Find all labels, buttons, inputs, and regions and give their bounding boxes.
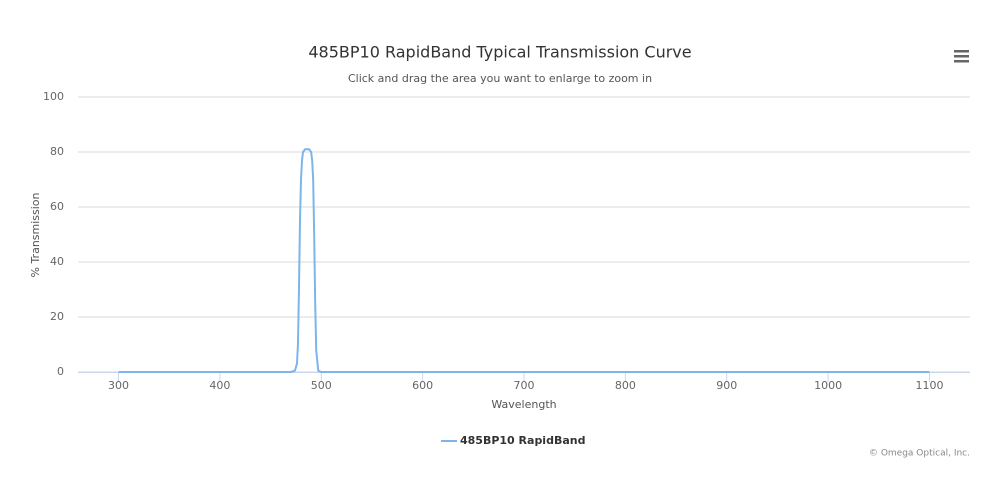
y-tick-label: 40	[50, 255, 64, 268]
legend-label: 485BP10 RapidBand	[460, 434, 585, 447]
x-tick-label: 900	[716, 379, 737, 392]
x-axis-label: Wavelength	[491, 398, 556, 411]
x-tick-label: 1100	[915, 379, 943, 392]
legend-item[interactable]: 485BP10 RapidBand	[441, 434, 585, 447]
y-tick-label: 100	[43, 90, 64, 103]
x-tick-label: 600	[412, 379, 433, 392]
menu-bar	[954, 55, 969, 58]
chart-subtitle: Click and drag the area you want to enla…	[348, 72, 652, 85]
credits: © Omega Optical, Inc.	[869, 449, 970, 459]
series-line	[118, 148, 930, 373]
chart-title: 485BP10 RapidBand Typical Transmission C…	[308, 43, 691, 62]
x-tick-label: 700	[514, 379, 535, 392]
x-tick-label: 800	[615, 379, 636, 392]
y-tick-label: 0	[57, 365, 64, 378]
x-tick-label: 1000	[814, 379, 842, 392]
y-tick-label: 60	[50, 200, 64, 213]
menu-bar	[954, 50, 969, 53]
y-axis-label: % Transmission	[29, 192, 42, 277]
menu-bar	[954, 60, 969, 63]
menu-button[interactable]	[954, 50, 969, 63]
x-tick-label: 500	[311, 379, 332, 392]
y-tick-label: 80	[50, 145, 64, 158]
x-tick-label: 400	[209, 379, 230, 392]
y-tick-label: 20	[50, 310, 64, 323]
x-tick-label: 300	[108, 379, 129, 392]
